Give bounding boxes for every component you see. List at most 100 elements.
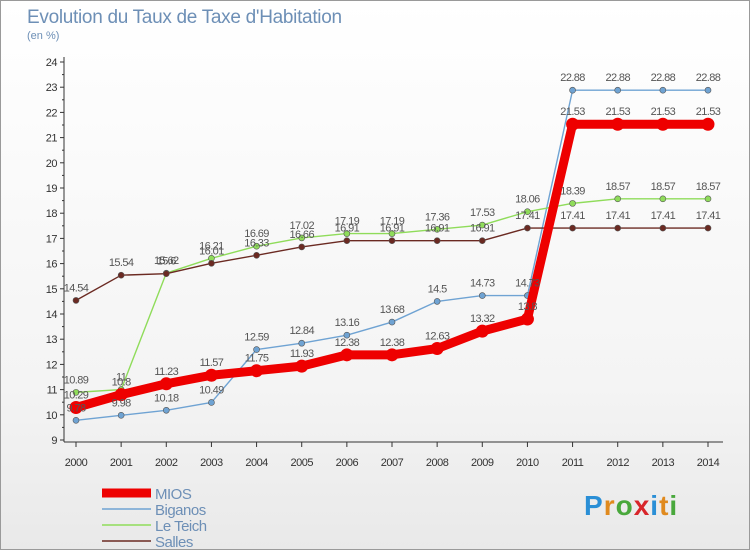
y-tick-label: 11 [47,385,58,397]
data-label: 16.91 [335,223,360,235]
data-label: 15.6 [157,256,176,268]
data-label: 18.57 [605,181,630,193]
data-point [704,224,712,232]
data-label: 16.66 [289,229,314,241]
data-point [611,117,625,131]
legend-label: MIOS [155,486,192,503]
data-label: 16.01 [199,245,224,257]
x-tick-label: 2005 [290,457,313,469]
data-point [388,230,396,237]
data-label: 18.57 [651,181,676,193]
chart-unit-label: (en %) [27,30,60,42]
data-point [524,224,531,232]
data-point [117,271,125,279]
data-label: 17.41 [560,210,585,222]
data-label: 10.29 [64,389,89,401]
data-point [614,195,622,203]
data-label: 17.41 [696,210,721,222]
data-label: 17.19 [380,216,405,228]
data-point [204,368,218,382]
data-point [72,389,80,396]
data-label: 18.39 [560,185,585,197]
data-label: 11.57 [200,357,224,369]
data-point [343,331,351,339]
logo-letter: i [669,490,679,521]
data-label: 9.98 [112,397,131,409]
data-label: 22.88 [605,72,630,84]
data-label: 13.16 [335,317,360,329]
data-label: 21.53 [560,106,585,118]
data-point [433,237,441,244]
data-label: 10.18 [154,392,179,404]
proxiti-logo: Proxiti [584,490,678,522]
data-point [433,298,441,305]
data-label: 17.36 [425,211,450,223]
x-tick-label: 2013 [652,457,675,469]
x-tick-label: 2009 [471,457,494,469]
data-point [614,224,622,232]
data-point [298,234,306,242]
x-tick-label: 2004 [245,457,268,469]
data-point [253,251,260,259]
data-label: 18.06 [515,194,540,206]
data-point [656,117,670,131]
y-tick-label: 22 [46,107,58,119]
data-point [388,237,396,244]
data-label: 11 [116,372,127,384]
data-point [704,195,712,203]
data-label: 12.84 [289,325,314,337]
data-point [569,200,576,207]
data-label: 9.78 [66,402,85,414]
y-tick-label: 15 [46,284,58,296]
data-point [659,86,667,94]
logo-letter: o [615,490,634,521]
data-label: 22.88 [651,72,676,84]
data-label: 16.69 [244,228,269,240]
data-label: 14.73 [470,278,495,290]
data-label: 10.8 [112,377,131,389]
data-label: 11.23 [154,366,178,378]
data-point [250,364,264,378]
data-label: 11.75 [245,353,269,365]
data-label: 22.88 [560,72,585,84]
data-label: 15.54 [109,257,134,269]
data-label: 13.8 [518,301,537,313]
data-point [475,324,489,338]
logo-letter: r [603,490,616,521]
x-tick-label: 2008 [426,457,449,469]
y-tick-label: 18 [46,208,58,220]
y-tick-label: 17 [46,233,58,245]
data-point [659,224,667,232]
data-point [117,412,125,419]
data-label: 11.93 [290,348,314,360]
data-point [614,86,622,94]
data-label: 21.53 [696,106,721,118]
data-point [114,388,128,402]
logo-letter: t [659,490,670,521]
legend-label: Salles [155,534,193,551]
x-tick-label: 2012 [606,457,629,469]
data-point [478,292,486,299]
data-label: 14.54 [64,282,89,294]
data-point [253,242,260,250]
data-point [566,117,580,131]
data-label: 17.41 [651,210,676,222]
data-point [208,399,215,406]
data-point [298,243,306,251]
x-tick-label: 2006 [336,457,359,469]
chart-title: Evolution du Taux de Taxe d'Habitation [27,7,342,28]
logo-letter: x [633,490,651,521]
x-tick-label: 2014 [697,457,720,469]
data-label: 16.33 [244,237,269,249]
y-tick-label: 13 [46,334,58,346]
y-tick-label: 24 [46,57,58,69]
data-label: 10.49 [199,384,224,396]
data-point [659,195,667,203]
y-tick-label: 14 [46,309,58,321]
data-point [569,224,576,232]
data-point [343,237,351,244]
data-label: 15.62 [154,255,179,267]
data-point [430,342,444,356]
data-label: 17.02 [289,220,314,232]
